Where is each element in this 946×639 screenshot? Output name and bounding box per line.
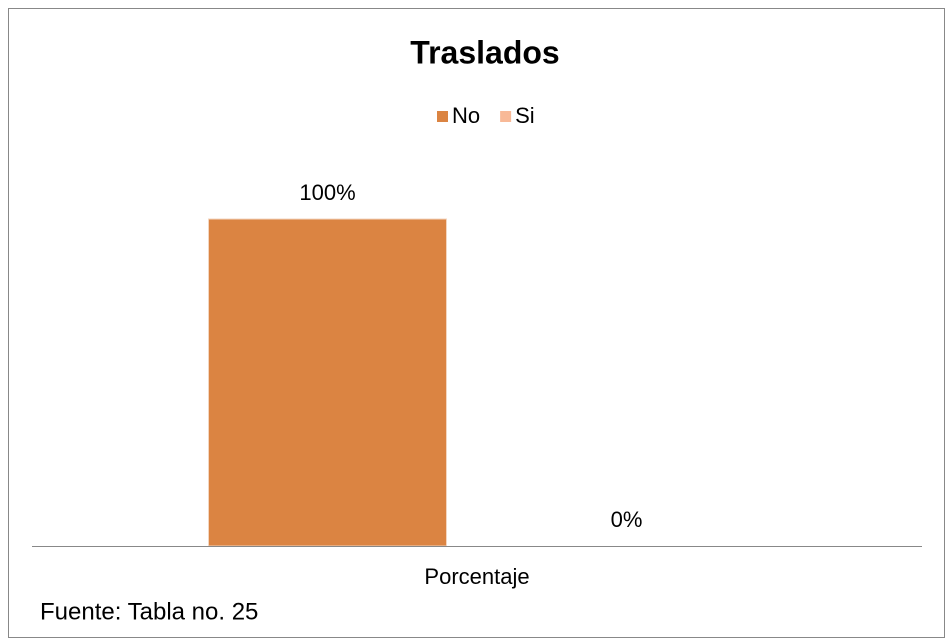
chart-frame [8,8,945,638]
legend-label: Si [515,103,535,128]
legend-swatch [500,111,512,122]
legend-swatch [437,111,448,122]
x-tick-label: Porcentaje [424,564,529,589]
annotation: Fuente: Tabla no. 25 [40,598,258,625]
chart-title: Traslados [410,34,559,70]
data-label: 100% [299,180,355,205]
data-label: 0% [611,507,643,532]
bar [208,218,447,547]
legend-label: No [452,103,480,128]
